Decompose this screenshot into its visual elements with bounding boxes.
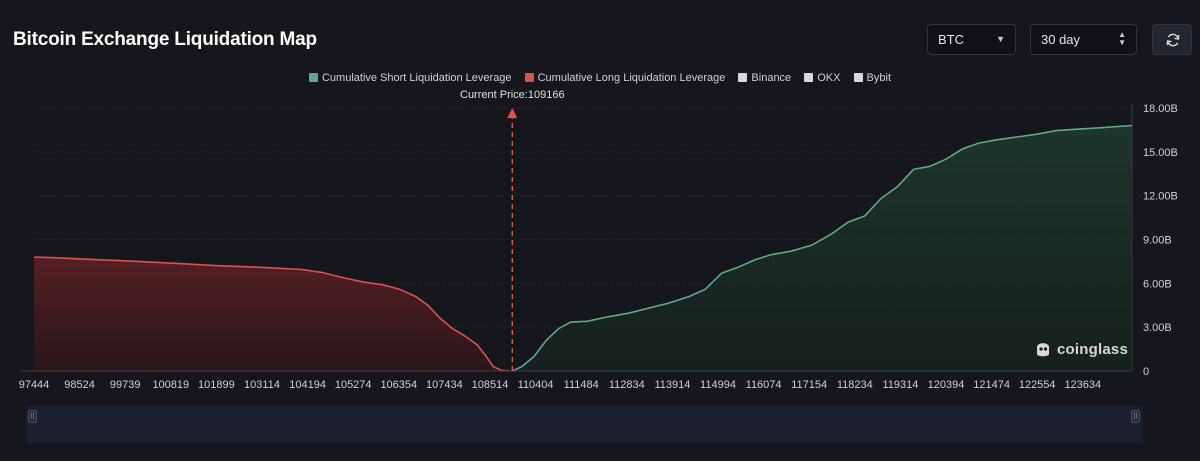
- x-tick-label: 122554: [1019, 379, 1056, 391]
- long-series-line: [33, 256, 510, 372]
- x-tick-label: 97444: [19, 379, 50, 391]
- x-tick-label: 116074: [746, 379, 782, 391]
- zoom-slider-track[interactable]: [26, 406, 1143, 443]
- long-area-fill: [34, 257, 510, 371]
- series-areas: [33, 124, 1133, 372]
- x-tick-label: 108514: [472, 379, 509, 391]
- coinglass-logo-icon: [1037, 343, 1049, 357]
- page-title: Bitcoin Exchange Liquidation Map: [13, 29, 317, 50]
- legend-label: Bybit: [866, 72, 892, 84]
- legend-item-okx[interactable]: OKX: [804, 72, 840, 84]
- legend-item-bybit[interactable]: Bybit: [853, 72, 892, 84]
- watermark: coinglass: [1033, 339, 1128, 359]
- legend-label: OKX: [817, 72, 841, 84]
- x-tick-label: 98524: [64, 379, 95, 391]
- legend-item-long[interactable]: Cumulative Long Liquidation Leverage: [524, 72, 726, 84]
- legend-label: Cumulative Short Liquidation Leverage: [321, 72, 512, 84]
- current-price-label: Current Price:109166: [460, 89, 565, 101]
- caret-down-icon: ▼: [996, 34, 1005, 44]
- x-tick-label: 123634: [1064, 379, 1101, 391]
- x-tick-label: 106354: [380, 379, 417, 391]
- short-series-line: [511, 124, 1133, 372]
- y-tick-label: 6.00B: [1143, 278, 1172, 290]
- legend: Cumulative Short Liquidation Leverage Cu…: [0, 72, 1200, 84]
- up-down-arrows-icon: ▲ ▼: [1118, 30, 1126, 47]
- x-tick-label: 114994: [700, 379, 736, 391]
- current-price-arrow: [507, 108, 518, 118]
- x-tick-label: 119314: [882, 379, 918, 391]
- x-tick-label: 120394: [928, 379, 965, 391]
- short-area-fill: [512, 125, 1132, 371]
- coin-select[interactable]: BTC ▼: [927, 24, 1016, 55]
- legend-swatch: [524, 73, 534, 82]
- y-tick-label: 9.00B: [1143, 235, 1172, 247]
- x-tick-label: 112834: [609, 379, 645, 391]
- legend-swatch: [804, 73, 814, 82]
- legend-swatch: [853, 73, 863, 82]
- legend-swatch: [738, 73, 748, 82]
- x-tick-label: 104194: [289, 379, 326, 391]
- x-tick-label: 105274: [335, 379, 372, 391]
- y-axis: 0 3.00B 6.00B 9.00B 12.00B 15.00B 18.00B: [1143, 103, 1178, 378]
- x-tick-label: 110404: [518, 379, 554, 391]
- x-tick-label: 118234: [837, 379, 873, 391]
- zoom-handle-right[interactable]: ||: [1131, 410, 1140, 423]
- current-price-marker: [507, 108, 518, 371]
- zoom-handle-left[interactable]: ||: [28, 410, 37, 423]
- legend-item-short[interactable]: Cumulative Short Liquidation Leverage: [308, 72, 512, 84]
- refresh-icon: [1166, 33, 1180, 47]
- y-tick-label: 0: [1143, 366, 1149, 378]
- watermark-text: coinglass: [1057, 341, 1128, 358]
- y-tick-label: 18.00B: [1143, 103, 1178, 115]
- x-tick-label: 111484: [564, 379, 599, 391]
- x-tick-label: 107434: [426, 379, 463, 391]
- x-axis: 97444 98524 99739 100819 101899 103114 104194 1…: [19, 370, 1132, 391]
- legend-label: Binance: [751, 72, 792, 84]
- x-tick-label: 99739: [110, 379, 141, 391]
- legend-label: Cumulative Long Liquidation Leverage: [537, 72, 726, 84]
- x-tick-label: 101899: [198, 379, 235, 391]
- legend-item-binance[interactable]: Binance: [738, 72, 791, 84]
- period-select-value: 30 day: [1041, 32, 1081, 47]
- x-tick-label: 100819: [152, 379, 189, 391]
- period-select[interactable]: 30 day ▲ ▼: [1030, 24, 1137, 55]
- legend-swatch: [308, 73, 318, 82]
- y-tick-label: 15.00B: [1143, 147, 1178, 159]
- x-tick-label: 117154: [791, 379, 827, 391]
- x-tick-label: 121474: [973, 379, 1010, 391]
- y-tick-label: 3.00B: [1143, 322, 1172, 334]
- x-tick-label: 113914: [654, 379, 690, 391]
- coin-select-value: BTC: [938, 32, 964, 47]
- refresh-button[interactable]: [1152, 24, 1192, 55]
- x-tick-label: 103114: [244, 379, 280, 391]
- y-tick-label: 12.00B: [1143, 191, 1178, 203]
